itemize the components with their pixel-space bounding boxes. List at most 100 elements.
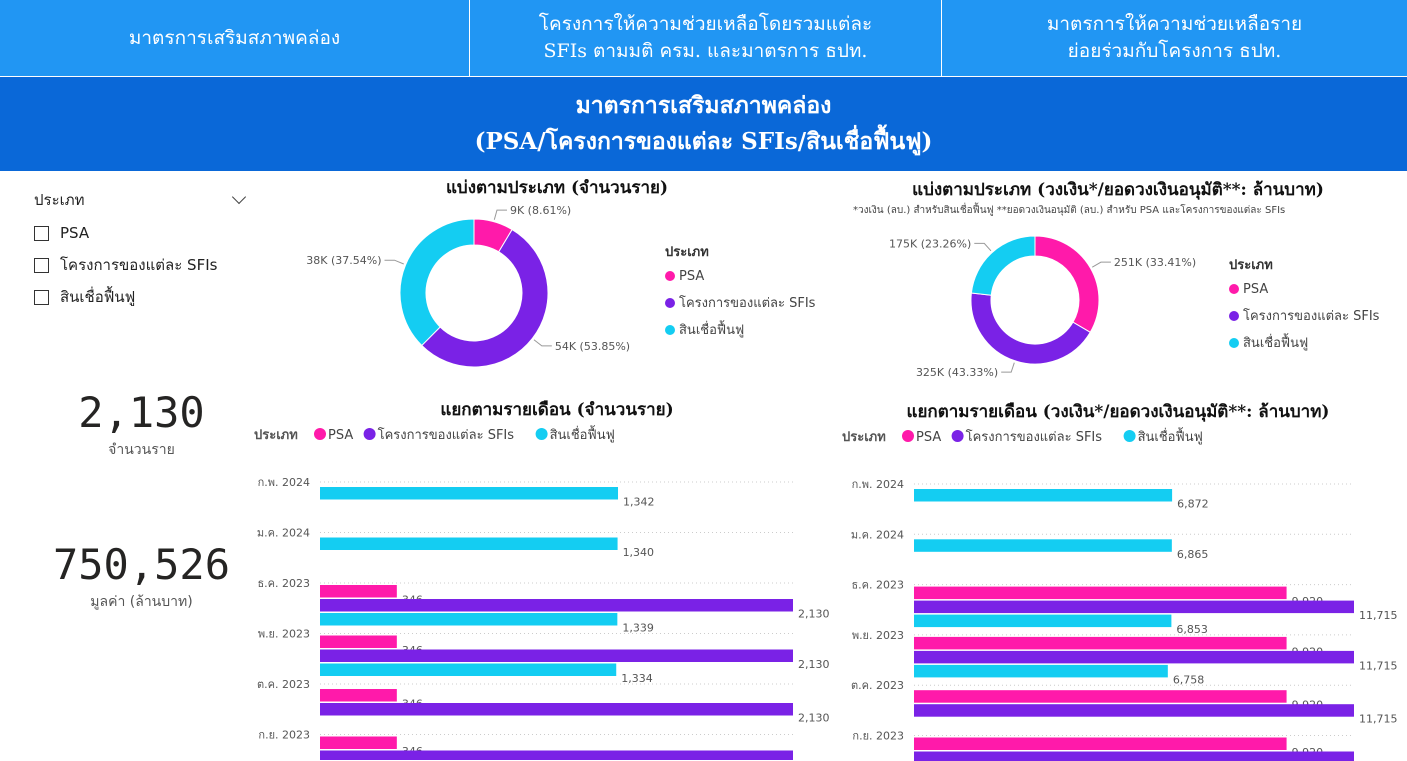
bar-amount-title: แยกตามรายเดือน (วงเงิน*/ยอดวงเงินอนุมัติ… [906,402,1330,422]
page-subtitle: (PSA/โครงการของแต่ละ SFIs/สินเชื่อฟื้นฟู… [474,128,933,155]
legend-label: โครงการของแต่ละ SFIs [1243,308,1380,324]
slicer-option-revival[interactable]: สินเชื่อฟื้นฟู [34,281,254,313]
tab-label-line2: ย่อยร่วมกับโครงการ ธปท. [1067,40,1282,62]
legend-marker [665,298,675,308]
bar-data-label: 2,130 [798,759,830,760]
bar [914,539,1172,552]
legend-marker [1229,311,1239,321]
page-title: มาตรการเสริมสภาพคล่อง [575,92,832,119]
category-label: ต.ค. 2023 [851,679,904,692]
bar [320,736,397,749]
bar [914,636,1287,650]
slice-data-label: 9K (8.61%) [510,204,571,217]
category-label: ก.พ. 2024 [258,476,310,489]
legend-label: สินเชื่อฟื้นฟู [550,425,615,443]
checkbox[interactable] [34,289,49,305]
legend-title: ประเภท [1229,258,1273,273]
leader-line [974,242,992,252]
bar [914,737,1287,750]
bar-count-title: แยกตามรายเดือน (จำนวนราย) [440,400,674,420]
donut-count-title: แบ่งตามประเภท (จำนวนราย) [445,178,669,198]
tab-retail-assistance[interactable]: มาตรการให้ความช่วยเหลือราย ย่อยร่วมกับโค… [942,0,1407,76]
bar-data-label: 6,865 [1177,548,1209,561]
tab-liquidity[interactable]: มาตรการเสริมสภาพคล่อง [0,0,470,76]
legend-marker [665,271,675,281]
category-label: ต.ค. 2023 [257,678,310,691]
slicer-header[interactable]: ประเภท [34,188,254,212]
slicer-option-label: สินเชื่อฟื้นฟู [60,288,136,306]
bar [320,537,618,550]
legend-marker [1229,338,1239,348]
legend-label: สินเชื่อฟื้นฟู [1138,427,1203,445]
bar [320,585,397,598]
bar [320,613,618,626]
bar [914,489,1173,502]
legend-label: PSA [1243,282,1268,297]
kpi-count-label: จำนวนราย [108,442,175,458]
bar [320,487,619,500]
slice-data-label: 325K (43.33%) [916,366,998,379]
bar [320,649,793,662]
legend-label: โครงการของแต่ละ SFIs [679,295,816,311]
category-label: ธ.ค. 2023 [851,579,904,592]
bar-data-label: 2,130 [798,608,830,621]
donut-slice [970,292,1091,365]
chevron-down-icon[interactable] [231,189,247,205]
category-label: ธ.ค. 2023 [257,577,310,590]
tab-label-line1: มาตรการเสริมสภาพคล่อง [128,26,341,49]
legend-label: สินเชื่อฟื้นฟู [1243,333,1308,351]
bar [320,663,617,676]
tab-sfis-assistance[interactable]: โครงการให้ความช่วยเหลือโดยรวมแต่ละ SFIs … [470,0,942,76]
category-label: ก.ย. 2023 [852,730,904,743]
checkbox[interactable] [34,257,49,273]
legend-marker [951,430,964,442]
kpi-count-card: 2,130 จำนวนราย [0,388,283,461]
bar-data-label: 11,715 [1359,659,1398,672]
slicer-option-label: PSA [60,224,90,242]
bar [914,751,1354,761]
slicer-option-psa[interactable]: PSA [34,217,254,249]
category-label: พ.ย. 2023 [852,629,904,642]
bar [914,650,1354,664]
slice-data-label: 38K (37.54%) [306,254,381,267]
bar-data-label: 6,872 [1177,498,1209,511]
bar-data-label: 11,715 [1359,609,1398,622]
bar [914,586,1287,600]
legend-title: ประเภท [254,428,298,443]
category-label: ม.ค. 2024 [851,528,904,541]
slice-data-label: 175K (23.26%) [889,237,971,250]
nav-tabs: มาตรการเสริมสภาพคล่อง โครงการให้ความช่วย… [0,0,1407,76]
kpi-count-value: 2,130 [78,388,205,437]
slicer-option-label: โครงการของแต่ละ SFIs [60,256,218,274]
leader-line [1091,261,1111,268]
category-label: ก.ย. 2023 [258,729,310,742]
bar [914,600,1354,614]
donut-amount-chart: 251K (33.41%) 325K (43.33%) 175K (23.26%) ป… [889,235,1380,379]
kpi-amount-value: 750,526 [52,540,230,589]
donut-count-chart: 9K (8.61%) 54K (53.85%) 38K (37.54%) ประเภท… [306,204,816,368]
bar-data-label: 1,342 [623,496,655,509]
bar-data-label: 1,339 [622,622,654,635]
bar-data-label: 1,340 [623,546,655,559]
bar [320,750,793,760]
leader-line [493,209,507,220]
bar [914,614,1172,628]
leader-line [533,339,552,347]
donut-amount-title: แบ่งตามประเภท (วงเงิน*/ยอดวงเงินอนุมัติ*… [912,180,1324,200]
bar [914,690,1287,703]
slicer-title: ประเภท [34,191,85,209]
leader-line [384,259,404,265]
bar-count-chart: ประเภท PSA โครงการของแต่ละ SFIs สินเชื่อฟื้… [254,425,830,760]
legend-marker [1123,430,1136,442]
donut-amount-note: *วงเงิน (ลบ.) สำหรับสินเชื่อฟื้นฟู **ยอด… [853,205,1286,216]
bar-data-label: 2,130 [798,712,830,725]
legend-label: PSA [679,269,704,284]
checkbox[interactable] [34,225,49,241]
bar-data-label: 11,715 [1359,713,1398,726]
slicer-option-sfis[interactable]: โครงการของแต่ละ SFIs [34,249,254,281]
bar [320,689,397,702]
leader-line [1001,362,1015,373]
type-slicer: ประเภท PSA โครงการของแต่ละ SFIs สินเชื่อ… [34,188,254,313]
bar-data-label: 6,853 [1176,623,1208,636]
category-label: ม.ค. 2024 [257,527,310,540]
